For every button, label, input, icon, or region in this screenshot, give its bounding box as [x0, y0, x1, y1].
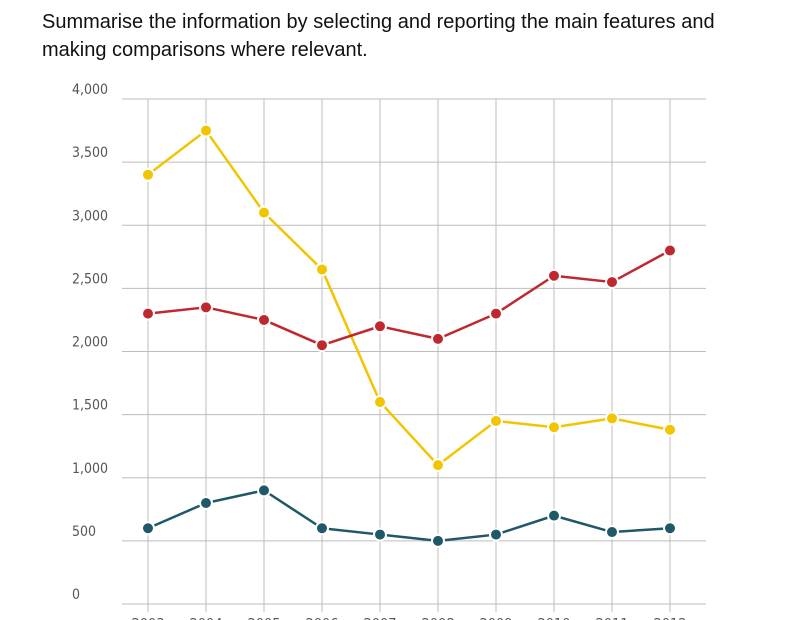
data-point: [489, 413, 503, 428]
data-point: [663, 422, 677, 437]
x-tick-label: 2005: [247, 617, 280, 620]
series-line: [147, 129, 671, 467]
series-line: [147, 489, 671, 543]
x-tick-label: 2003: [131, 617, 164, 620]
chart-series: [141, 123, 677, 548]
data-point: [663, 521, 677, 536]
y-tick-label: 2,500: [72, 271, 108, 287]
data-point: [605, 275, 619, 290]
chart-grid: [122, 98, 706, 612]
data-point: [373, 395, 387, 409]
y-axis-ticks: 0 500 1,000 1,500 2,000 2,500 3,000 3,500 4,000: [72, 82, 108, 603]
x-tick-label: 2004: [189, 617, 222, 620]
x-tick-label: 2008: [421, 617, 454, 620]
data-point: [547, 508, 561, 523]
data-point: [315, 262, 329, 277]
x-tick-label: 2006: [305, 617, 338, 620]
data-point: [431, 458, 445, 473]
data-point: [547, 420, 561, 435]
data-point: [315, 338, 329, 353]
data-point: [605, 411, 619, 426]
x-tick-label: 2010: [537, 617, 570, 620]
series-line: [147, 249, 671, 347]
data-point: [199, 496, 213, 510]
data-point: [257, 483, 271, 498]
data-point: [199, 123, 213, 138]
data-point: [605, 525, 619, 540]
data-point: [141, 306, 155, 321]
y-tick-label: 500: [72, 524, 96, 540]
data-point: [373, 319, 387, 334]
x-tick-label: 2007: [363, 617, 396, 620]
data-point: [431, 331, 445, 346]
x-tick-label: 2011: [595, 617, 628, 620]
data-point: [141, 521, 155, 536]
data-point: [257, 312, 271, 327]
x-tick-label: 2012: [653, 617, 686, 620]
data-point: [489, 527, 503, 542]
y-tick-label: 1,500: [72, 398, 108, 414]
data-point: [141, 167, 155, 182]
task-instruction: Summarise the information by selecting a…: [42, 11, 715, 61]
y-tick-label: 4,000: [72, 82, 108, 98]
x-tick-label: 2009: [479, 617, 512, 620]
data-point: [431, 533, 445, 548]
data-point: [663, 243, 677, 258]
y-tick-label: 2,000: [72, 335, 108, 351]
y-tick-label: 1,000: [72, 461, 108, 477]
data-point: [373, 527, 387, 542]
data-point: [257, 205, 271, 220]
data-point: [489, 306, 503, 321]
y-tick-label: 0: [72, 587, 80, 603]
series-1: [141, 123, 677, 473]
data-point: [547, 268, 561, 283]
data-point: [199, 300, 213, 315]
series-3: [141, 483, 677, 548]
series-2: [141, 243, 677, 353]
y-tick-label: 3,000: [72, 208, 108, 224]
data-point: [315, 521, 329, 536]
y-tick-label: 3,500: [72, 145, 108, 161]
x-axis-ticks: 2003 2004 2005 2006 2007 2008 2009 2010 2011 2012: [131, 617, 686, 620]
